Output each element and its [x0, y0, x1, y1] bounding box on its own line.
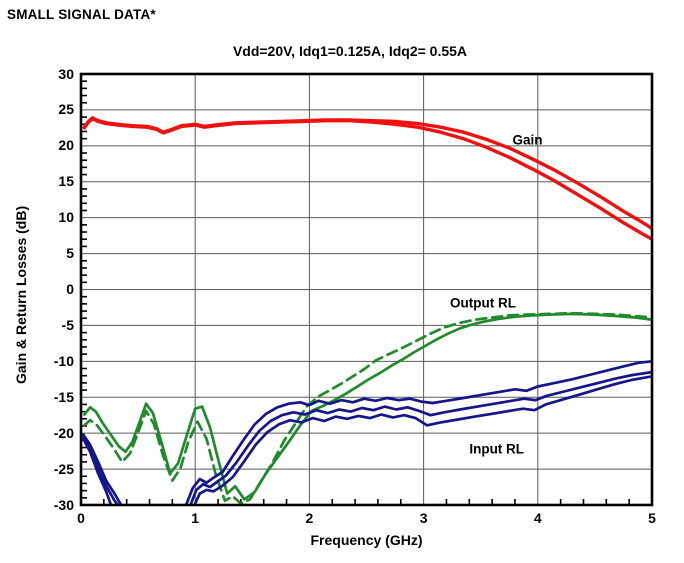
y-tick-label-10: 10 — [58, 209, 74, 226]
y-tick-label-15: 15 — [58, 173, 74, 190]
x-tick-label-1: 1 — [191, 510, 200, 526]
y-tick-label--25: -25 — [53, 460, 74, 477]
y-tick-label-20: 20 — [58, 137, 74, 154]
y-tick-label--5: -5 — [61, 316, 74, 333]
plot-border — [79, 72, 654, 507]
series-output-rl-solid — [83, 312, 652, 501]
y-tick-label--15: -15 — [53, 388, 74, 405]
series-gain-b — [82, 116, 652, 241]
series-gain-a — [82, 116, 652, 231]
x-axis-title: Frequency (GHz) — [310, 532, 423, 548]
y-tick-label-30: 30 — [58, 65, 74, 82]
gain-curve-label: Gain — [512, 132, 543, 148]
y-tick-label--30: -30 — [53, 496, 74, 513]
x-tick-label-0: 0 — [77, 510, 85, 526]
series-input-rl-3 — [81, 375, 652, 505]
series-output-rl-dashed — [83, 311, 652, 505]
input-rl-curve-label: Input RL — [469, 441, 525, 457]
y-tick-label--20: -20 — [53, 424, 74, 441]
series-input-rl-2 — [81, 370, 652, 505]
y-tick-label-5: 5 — [66, 245, 74, 262]
chart-title: Vdd=20V, Idq1=0.125A, Idq2= 0.55A — [232, 43, 468, 59]
x-tick-label-4: 4 — [533, 510, 542, 526]
series-layer — [81, 116, 652, 505]
x-tick-label-3: 3 — [419, 510, 428, 526]
x-tick-label-2: 2 — [305, 510, 314, 526]
series-input-rl-1 — [81, 359, 652, 505]
page-heading: SMALL SIGNAL DATA* — [7, 7, 156, 22]
output-rl-curve-label: Output RL — [449, 295, 516, 311]
y-tick-label--10: -10 — [53, 352, 74, 369]
y-tick-label-0: 0 — [66, 281, 74, 297]
x-tick-label-5: 5 — [648, 510, 656, 526]
y-tick-label-25: 25 — [58, 101, 74, 118]
